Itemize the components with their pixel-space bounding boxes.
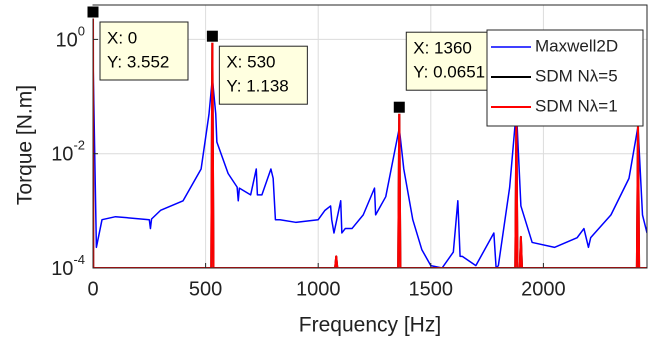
y-tick-base: 10 bbox=[51, 144, 73, 166]
legend-label: SDM Nλ=5 bbox=[535, 66, 618, 85]
datatip-text: Y: 1.138 bbox=[226, 77, 288, 96]
y-tick-label: 10-4 bbox=[51, 252, 85, 280]
x-tick-label: 1500 bbox=[409, 278, 454, 300]
datatip-text: X: 1360 bbox=[413, 39, 472, 58]
x-tick-label: 2000 bbox=[521, 278, 566, 300]
datatip-marker bbox=[86, 5, 100, 19]
datatip-text: Y: 3.552 bbox=[107, 52, 169, 71]
y-tick-exponent: -4 bbox=[73, 252, 85, 267]
legend-label: Maxwell2D bbox=[535, 36, 618, 55]
x-tick-label: 0 bbox=[87, 278, 98, 300]
y-tick-base: 10 bbox=[56, 30, 78, 52]
y-tick-label: 100 bbox=[56, 24, 85, 52]
legend-label: SDM Nλ=1 bbox=[535, 96, 618, 115]
datatip-text: X: 0 bbox=[107, 28, 137, 47]
datatip-marker bbox=[205, 29, 219, 43]
y-tick-label: 10-2 bbox=[51, 138, 85, 166]
series-line bbox=[93, 7, 647, 268]
axes-box bbox=[92, 4, 648, 269]
y-tick-base: 10 bbox=[51, 258, 73, 280]
datatip-marker bbox=[392, 100, 406, 114]
x-tick-label: 1000 bbox=[296, 278, 341, 300]
datatip-box bbox=[99, 21, 189, 81]
datatip-text: Y: 0.0651 bbox=[413, 63, 485, 82]
datatip-text: X: 530 bbox=[226, 53, 275, 72]
y-tick-exponent: -2 bbox=[73, 138, 85, 153]
datatip-box bbox=[218, 45, 308, 105]
x-tick-label: 500 bbox=[189, 278, 222, 300]
y-axis-label: Torque [N.m] bbox=[14, 85, 37, 205]
y-tick-exponent: 0 bbox=[78, 24, 85, 39]
x-axis-label: Frequency [Hz] bbox=[299, 314, 441, 337]
